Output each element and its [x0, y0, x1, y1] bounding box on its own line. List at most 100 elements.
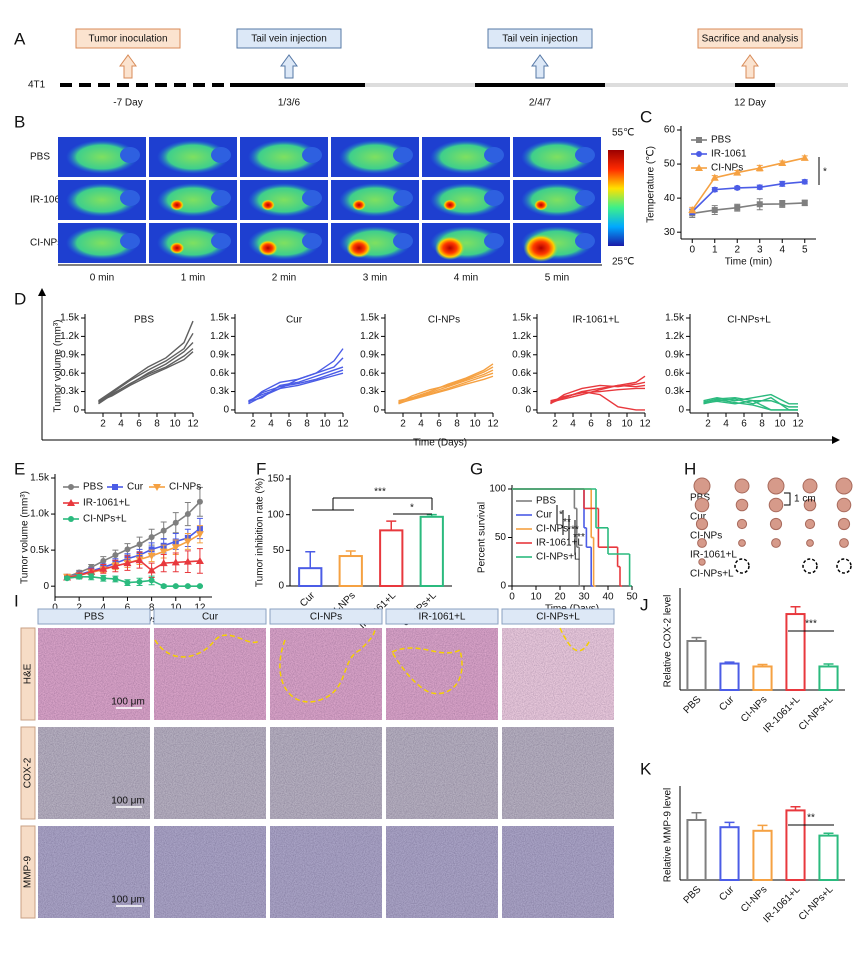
- panel-label: C: [640, 107, 652, 126]
- series-line: [703, 393, 798, 405]
- x-tick-label: 2: [705, 419, 711, 430]
- tumor: [693, 477, 711, 495]
- series-line: [398, 372, 494, 403]
- mouse-body: [66, 140, 138, 174]
- event-box: [75, 28, 181, 49]
- y-tick-label: 0: [500, 581, 506, 592]
- tumor-boundary: [391, 647, 463, 695]
- marker: [136, 541, 143, 548]
- y-tick-label: 0.9k: [360, 349, 380, 360]
- x-tick-label: 8: [149, 603, 155, 614]
- y-tick-label: 1.5k: [60, 313, 80, 324]
- mouse-head: [120, 233, 140, 249]
- series-line: [98, 348, 194, 405]
- day-label: -7 Day: [113, 98, 142, 109]
- time-label: 5 min: [545, 273, 569, 284]
- tumor-label: Cur: [690, 512, 707, 523]
- y-tick-label: 0.9k: [512, 349, 532, 360]
- x-tick-label: 6: [136, 419, 142, 430]
- bar: [752, 665, 773, 691]
- mouse-head: [575, 147, 595, 163]
- x-tick-label: Cur: [298, 590, 318, 610]
- series-line: [66, 576, 200, 587]
- scale-bar: [784, 492, 791, 506]
- significance: ***: [567, 525, 579, 536]
- marker: [171, 558, 180, 566]
- marker: [183, 538, 192, 546]
- bar: [818, 665, 839, 691]
- marker: [695, 164, 703, 171]
- mouse-body: [339, 140, 411, 174]
- panel-label: B: [14, 112, 25, 131]
- column-header: [269, 608, 383, 625]
- marker: [147, 566, 156, 574]
- x-tick-label: 12: [792, 419, 804, 430]
- marker: [172, 519, 179, 526]
- series-line: [703, 400, 798, 411]
- event-box: [236, 28, 342, 49]
- y-tick-label: 0.6k: [360, 368, 380, 379]
- column-label: CI-NPs+L: [536, 612, 580, 623]
- marker: [112, 575, 119, 582]
- x-tick-label: 0: [52, 603, 58, 614]
- x-tick-label: 2: [100, 419, 106, 430]
- marker: [160, 583, 167, 590]
- bar: [419, 515, 444, 587]
- mouse-head: [393, 233, 413, 249]
- mouse-head: [484, 233, 504, 249]
- row-header: [20, 627, 36, 721]
- tumor-boundary: [279, 627, 376, 703]
- x-tick-label: 6: [125, 603, 131, 614]
- error-bar: [757, 824, 768, 831]
- significance: ***: [805, 619, 817, 630]
- hot-spot: [443, 199, 457, 211]
- marker: [124, 546, 131, 553]
- event-box: [697, 28, 803, 49]
- series-line: [398, 375, 494, 404]
- significance: ***: [573, 532, 585, 543]
- marker: [711, 207, 718, 214]
- column-header: [37, 608, 151, 625]
- micrograph: [38, 727, 150, 819]
- x-tick-label: IR-1061+L: [761, 694, 802, 735]
- y-tick-label: 0: [525, 405, 531, 416]
- x-tick-label: Cur: [717, 694, 737, 714]
- significance: ***: [374, 487, 386, 498]
- legend-label: CI-NPs+L: [83, 514, 127, 525]
- x-tick-label: 3: [757, 245, 763, 256]
- chart-title: CI-NPs: [428, 315, 460, 326]
- y-axis-label: Tumor volume (mm³): [20, 491, 31, 584]
- x-tick-label: CI-NPs: [739, 694, 770, 725]
- marker: [800, 153, 809, 161]
- error-bar: [724, 661, 735, 664]
- micrograph: [386, 628, 498, 720]
- scale-min: 25℃: [612, 257, 634, 268]
- marker: [184, 511, 191, 518]
- y-tick-label: 0.6k: [512, 368, 532, 379]
- bar: [686, 819, 707, 881]
- error-bar: [691, 812, 702, 820]
- scale-label: 1 cm: [794, 494, 816, 505]
- mouse-head: [120, 190, 140, 206]
- column-label: Cur: [202, 612, 219, 623]
- bar: [752, 829, 773, 881]
- column-header: [153, 608, 267, 625]
- scale-label: 100 μm: [111, 895, 145, 906]
- x-tick-label: 8: [154, 419, 160, 430]
- micrograph: [154, 727, 266, 819]
- x-tick-label: CI-NPs: [739, 884, 770, 915]
- event-label: Sacrifice and analysis: [702, 34, 799, 45]
- error-bar: [790, 605, 801, 615]
- hot-spot: [523, 234, 559, 262]
- marker: [160, 527, 167, 534]
- x-tick-label: 4: [779, 245, 785, 256]
- x-tick-label: Cur: [717, 884, 737, 904]
- marker: [123, 559, 132, 567]
- series-line: [550, 390, 645, 411]
- marker: [64, 575, 71, 582]
- y-tick-label: 1.5k: [665, 313, 685, 324]
- tumor: [836, 497, 852, 513]
- significance: **: [807, 813, 815, 824]
- legend-label: IR-1061+L: [536, 538, 583, 549]
- hot-spot: [261, 199, 275, 211]
